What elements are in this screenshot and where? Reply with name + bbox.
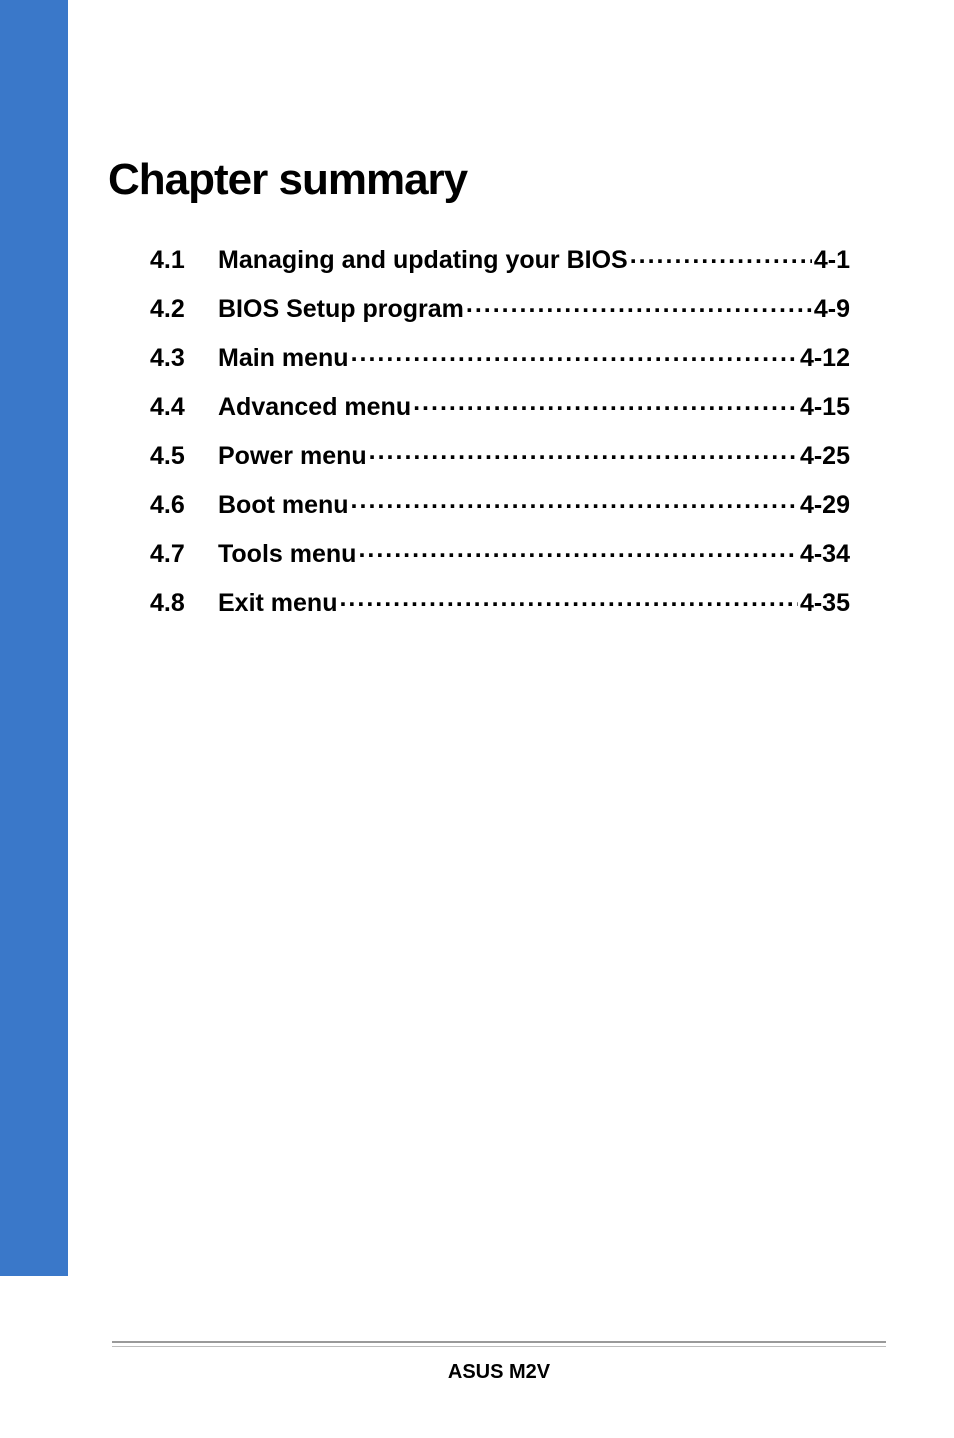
toc-number: 4.2 xyxy=(150,297,218,322)
toc-leader xyxy=(630,243,812,268)
toc-label: Boot menu xyxy=(218,493,349,518)
toc-leader xyxy=(358,537,798,562)
footer-text: ASUS M2V xyxy=(112,1361,886,1384)
toc-label: BIOS Setup program xyxy=(218,297,464,322)
toc-label: Exit menu xyxy=(218,591,337,616)
toc-number: 4.8 xyxy=(150,591,218,616)
toc-leader xyxy=(339,586,797,611)
toc-page: 4-1 xyxy=(814,248,850,273)
toc-row: 4.5 Power menu 4-25 xyxy=(150,439,850,469)
toc-row: 4.2 BIOS Setup program 4-9 xyxy=(150,292,850,322)
toc-leader xyxy=(413,390,798,415)
toc-row: 4.3 Main menu 4-12 xyxy=(150,341,850,371)
toc-page: 4-9 xyxy=(814,297,850,322)
toc-page: 4-12 xyxy=(800,346,850,371)
toc-label: Tools menu xyxy=(218,542,356,567)
footer-rule-thick xyxy=(112,1341,886,1343)
toc-row: 4.4 Advanced menu 4-15 xyxy=(150,390,850,420)
toc-leader xyxy=(466,292,812,317)
sidebar-accent xyxy=(0,0,68,1276)
toc-label: Managing and updating your BIOS xyxy=(218,248,628,273)
toc-row: 4.8 Exit menu 4-35 xyxy=(150,586,850,616)
toc-label: Main menu xyxy=(218,346,349,371)
toc-row: 4.7 Tools menu 4-34 xyxy=(150,537,850,567)
toc-page: 4-29 xyxy=(800,493,850,518)
toc-page: 4-34 xyxy=(800,542,850,567)
toc-page: 4-25 xyxy=(800,444,850,469)
page-footer: ASUS M2V xyxy=(112,1341,886,1384)
toc-number: 4.6 xyxy=(150,493,218,518)
table-of-contents: 4.1 Managing and updating your BIOS 4-1 … xyxy=(150,243,850,616)
page: Chapter summary 4.1 Managing and updatin… xyxy=(0,0,954,1438)
footer-rule-thin xyxy=(112,1346,886,1347)
toc-page: 4-15 xyxy=(800,395,850,420)
toc-leader xyxy=(369,439,798,464)
content-area: Chapter summary 4.1 Managing and updatin… xyxy=(108,155,868,635)
toc-number: 4.1 xyxy=(150,248,218,273)
toc-row: 4.6 Boot menu 4-29 xyxy=(150,488,850,518)
toc-number: 4.4 xyxy=(150,395,218,420)
toc-row: 4.1 Managing and updating your BIOS 4-1 xyxy=(150,243,850,273)
toc-number: 4.5 xyxy=(150,444,218,469)
toc-number: 4.7 xyxy=(150,542,218,567)
toc-label: Advanced menu xyxy=(218,395,411,420)
toc-leader xyxy=(351,341,798,366)
toc-page: 4-35 xyxy=(800,591,850,616)
toc-leader xyxy=(351,488,798,513)
toc-number: 4.3 xyxy=(150,346,218,371)
chapter-title: Chapter summary xyxy=(108,155,868,205)
toc-label: Power menu xyxy=(218,444,367,469)
